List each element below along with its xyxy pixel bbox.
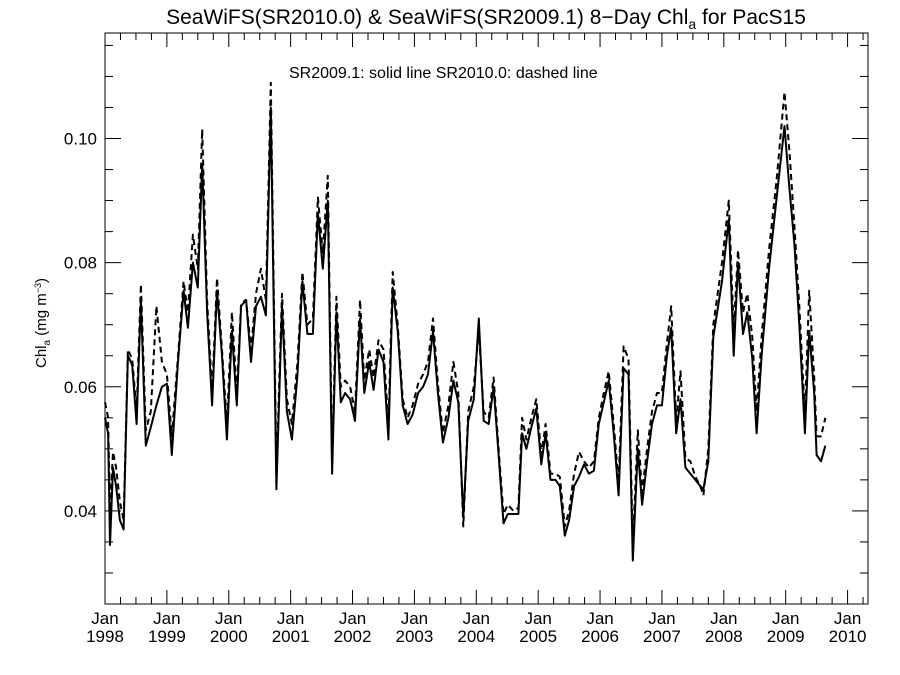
chart-title-main: SeaWiFS(SR2010.0) & SeaWiFS(SR2009.1) 8−… [166,6,688,29]
x-tick-label-year: 2008 [705,627,743,646]
y-tick-label: 0.04 [64,502,97,521]
y-axis-label-unit: (mg m [33,293,50,340]
x-tick-label-month: Jan [463,609,490,628]
x-tick-label-month: Jan [524,609,551,628]
y-tick-label: 0.06 [64,378,97,397]
x-tick-label-year: 2010 [829,627,867,646]
y-tick-label: 0.10 [64,130,97,149]
y-axis-label-main: Chl [33,345,50,368]
plot-frame [104,32,869,605]
series-line-solid [104,106,827,562]
y-axis-label-subscript: a [42,339,53,345]
x-tick-label-month: Jan [339,609,366,628]
x-tick-label-month: Jan [648,609,675,628]
x-tick-label-year: 2003 [395,627,433,646]
y-tick-label: 0.08 [64,254,97,273]
chart-title-tail: for PacS15 [696,6,806,29]
x-tick-label-month: Jan [834,609,861,628]
chart-annotation: SR2009.1: solid line SR2010.0: dashed li… [289,65,598,82]
x-tick-label-month: Jan [277,609,304,628]
axis-tick-labels: 0.040.060.080.10Jan1998Jan1999Jan2000Jan… [64,130,867,646]
axis-ticks [104,33,868,605]
x-tick-label-year: 2004 [457,627,495,646]
x-tick-label-year: 1999 [148,627,186,646]
x-tick-label-year: 2001 [272,627,310,646]
x-tick-label-year: 2009 [767,627,805,646]
x-tick-label-year: 2005 [519,627,557,646]
x-tick-label-month: Jan [586,609,613,628]
x-tick-label-year: 2006 [581,627,619,646]
x-tick-label-month: Jan [91,609,118,628]
x-tick-label-year: 2000 [210,627,248,646]
y-axis-label: Chla (mg m−3) [33,278,53,368]
x-tick-label-month: Jan [710,609,737,628]
x-tick-label-month: Jan [401,609,428,628]
y-axis-label-close: ) [33,278,50,283]
x-tick-label-year: 2002 [334,627,372,646]
x-tick-label-month: Jan [215,609,242,628]
y-axis-label-superscript: −3 [33,283,43,293]
chart-title-subscript: a [688,16,696,32]
x-tick-label-year: 2007 [643,627,681,646]
x-tick-label-year: 1998 [86,627,124,646]
series-lines [104,81,827,562]
x-tick-label-month: Jan [153,609,180,628]
series-line-dashed [104,81,827,546]
x-tick-label-month: Jan [772,609,799,628]
chart-title: SeaWiFS(SR2010.0) & SeaWiFS(SR2009.1) 8−… [166,6,806,32]
